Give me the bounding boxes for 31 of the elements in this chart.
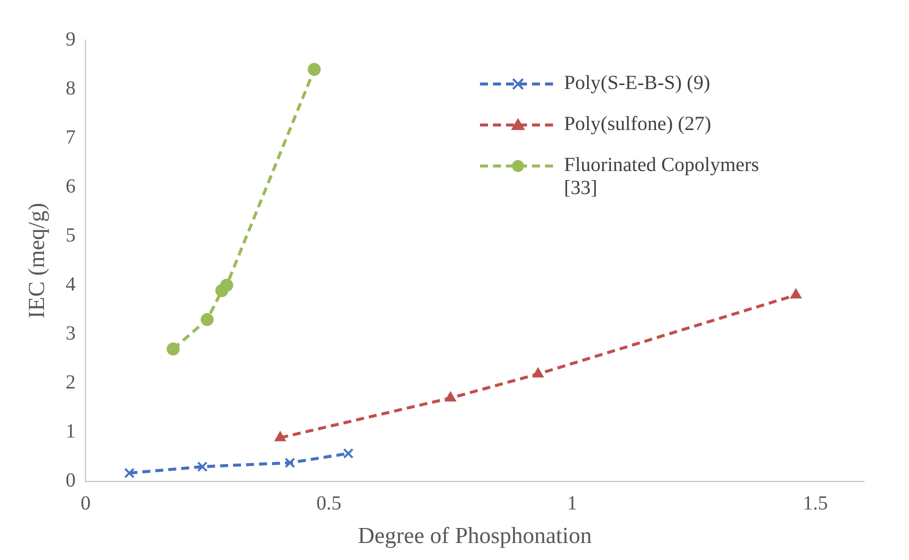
point	[284, 458, 296, 468]
point	[220, 278, 234, 292]
x-tick-label: 0.5	[316, 492, 342, 515]
legend-label: Poly(sulfone) (27)	[564, 113, 712, 136]
x-tick-label: 1.5	[802, 492, 828, 515]
point	[444, 392, 456, 402]
y-axis-title: IEC (meq/g)	[24, 202, 49, 319]
point	[532, 367, 544, 378]
x-axis-title: Degree of Phosphonation	[358, 523, 592, 548]
point	[200, 313, 214, 326]
y-tick-label: 9	[66, 28, 76, 50]
point	[790, 288, 802, 299]
x-tick-label: 0	[80, 492, 91, 515]
x-tick-label: 1	[567, 492, 578, 515]
legend-label: Poly(S-E-B-S) (9)	[564, 72, 710, 95]
y-tick-label: 2	[66, 372, 76, 394]
y-tick-label: 0	[66, 470, 76, 492]
point	[343, 448, 354, 459]
y-tick-label: 4	[66, 273, 76, 296]
y-tick-label: 1	[66, 420, 76, 443]
point	[124, 468, 135, 478]
y-tick-label: 7	[66, 126, 76, 148]
point	[274, 431, 286, 442]
y-tick-label: 6	[66, 175, 76, 198]
y-tick-label: 3	[66, 322, 76, 345]
point	[197, 461, 208, 472]
legend-label: Fluorinated Copolymers [33]	[564, 154, 760, 200]
y-tick-label: 5	[66, 224, 76, 246]
y-tick-label: 8	[66, 77, 76, 100]
point	[308, 62, 321, 76]
point	[166, 342, 180, 356]
